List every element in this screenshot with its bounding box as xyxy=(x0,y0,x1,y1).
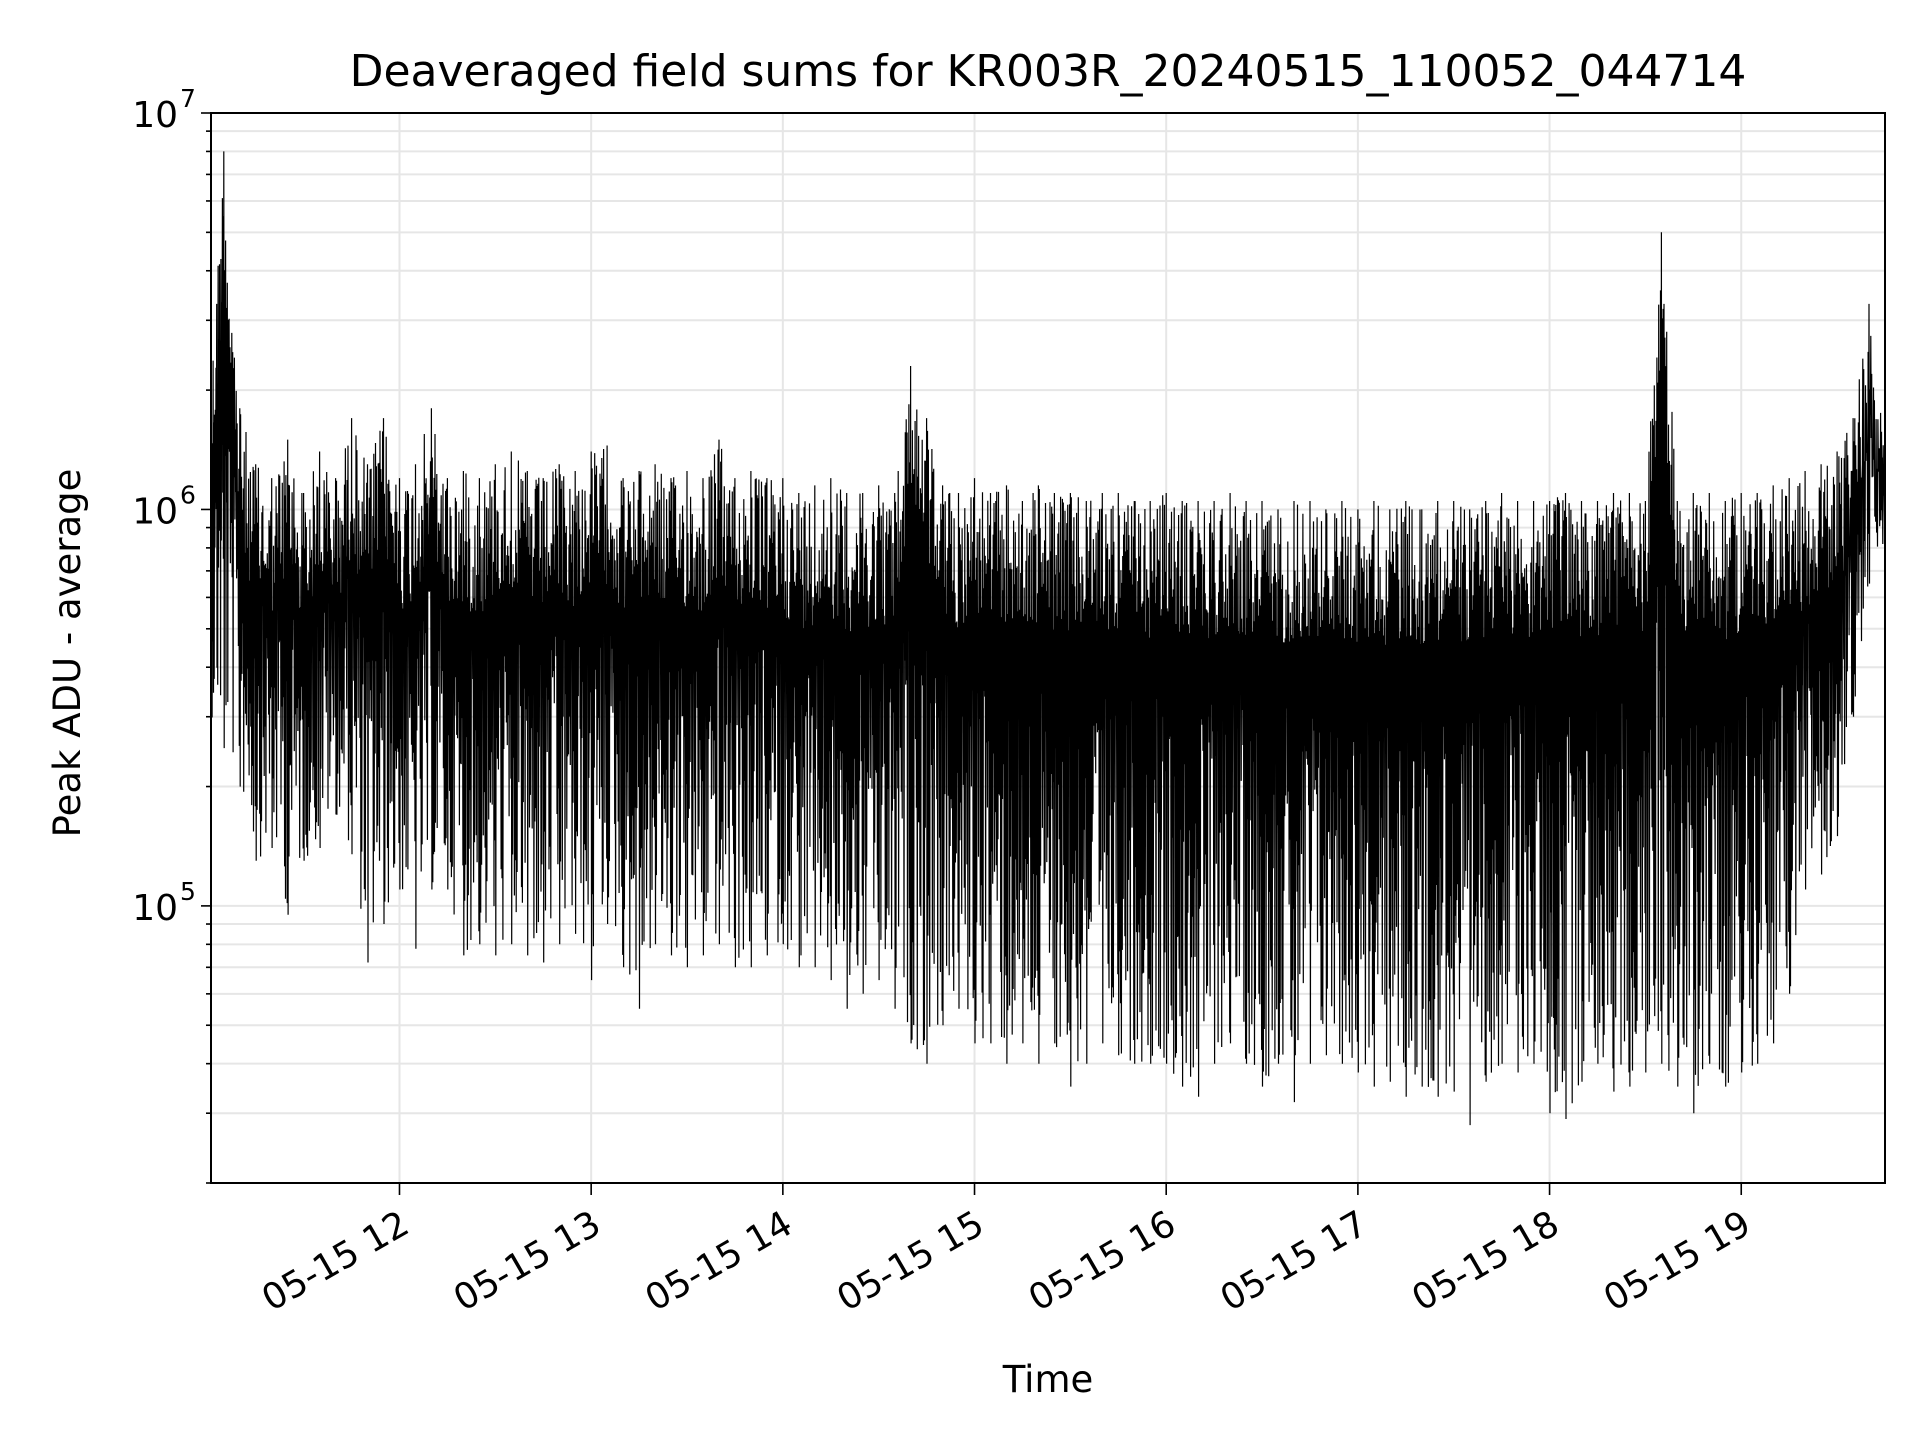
y-tick-label-base: 10 xyxy=(132,95,178,136)
y-tick-label-exponent: 6 xyxy=(180,480,196,509)
y-tick-label-exponent: 7 xyxy=(180,84,196,113)
y-tick-label: 10 7 xyxy=(132,84,196,136)
y-tick-label-base: 10 xyxy=(132,491,178,532)
series-line xyxy=(210,151,1886,1126)
y-tick-label-base: 10 xyxy=(132,888,178,929)
x-axis-label: Time xyxy=(1002,1358,1094,1401)
y-tick-label: 10 5 xyxy=(132,877,196,929)
y-tick-label-exponent: 5 xyxy=(180,877,196,906)
chart-title: Deaveraged field sums for KR003R_2024051… xyxy=(350,46,1747,97)
y-tick-label: 10 6 xyxy=(132,480,196,532)
plot-area xyxy=(210,151,1886,1126)
axes-frame xyxy=(210,112,1886,1184)
y-axis-label: Peak ADU - average xyxy=(46,469,89,838)
